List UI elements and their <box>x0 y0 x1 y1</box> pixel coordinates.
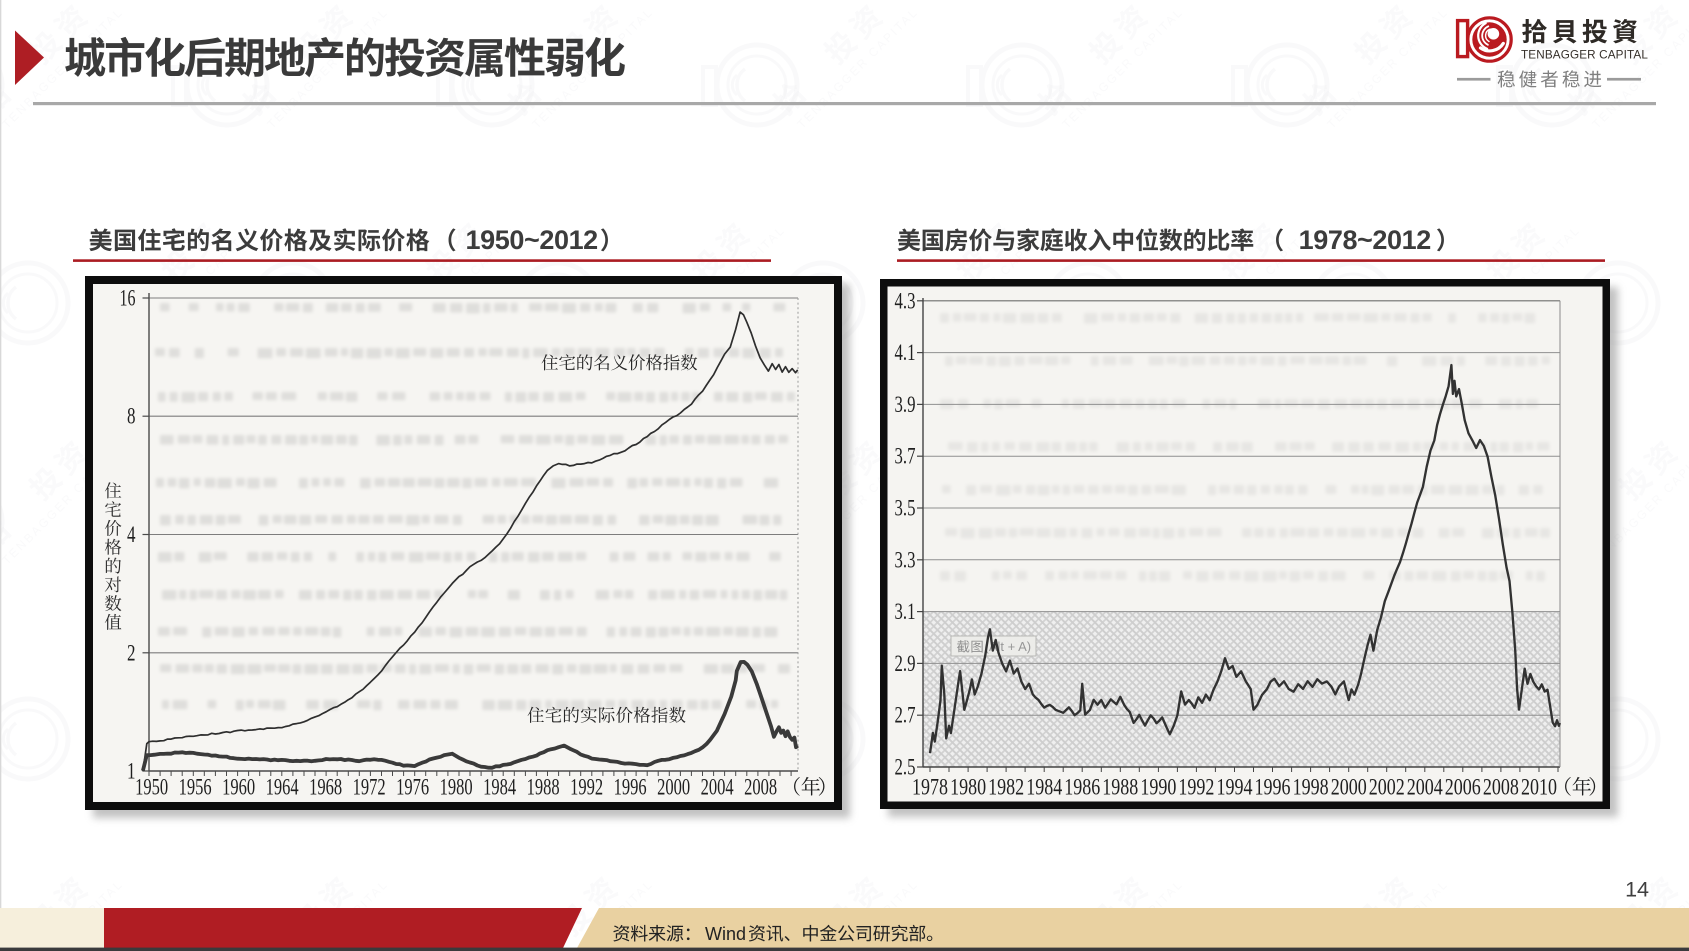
svg-text:4.1: 4.1 <box>895 340 916 365</box>
svg-text:1992: 1992 <box>1178 775 1214 800</box>
svg-text:2004: 2004 <box>701 775 734 800</box>
svg-text:3.5: 3.5 <box>895 496 916 521</box>
svg-text:1988: 1988 <box>1102 775 1138 800</box>
svg-text:2006: 2006 <box>1445 775 1481 800</box>
svg-text:1950: 1950 <box>135 775 168 800</box>
svg-text:3.9: 3.9 <box>895 392 916 417</box>
svg-text:2008: 2008 <box>744 775 777 800</box>
svg-text:14: 14 <box>1625 878 1649 902</box>
svg-text:1994: 1994 <box>1217 775 1253 800</box>
svg-text:1978~2012: 1978~2012 <box>1299 225 1431 255</box>
svg-text:1: 1 <box>127 759 136 784</box>
svg-text:2000: 2000 <box>1331 775 1367 800</box>
svg-text:3.7: 3.7 <box>895 444 916 469</box>
svg-text:3.3: 3.3 <box>895 547 916 572</box>
svg-text:1978: 1978 <box>912 775 948 800</box>
svg-text:1982: 1982 <box>988 775 1024 800</box>
svg-text:2004: 2004 <box>1407 775 1443 800</box>
svg-text:1984: 1984 <box>483 775 516 800</box>
svg-text:1980: 1980 <box>440 775 473 800</box>
svg-text:16: 16 <box>120 286 136 311</box>
svg-text:1956: 1956 <box>179 775 212 800</box>
svg-text:1984: 1984 <box>1026 775 1062 800</box>
svg-text:2: 2 <box>127 640 136 665</box>
svg-text:2008: 2008 <box>1483 775 1519 800</box>
svg-text:1998: 1998 <box>1293 775 1329 800</box>
svg-text:2.5: 2.5 <box>895 755 916 780</box>
svg-text:4: 4 <box>127 522 136 547</box>
svg-text:1972: 1972 <box>353 775 386 800</box>
svg-text:4.3: 4.3 <box>895 288 916 313</box>
svg-text:1968: 1968 <box>309 775 342 800</box>
svg-text:2002: 2002 <box>1369 775 1405 800</box>
svg-text:1964: 1964 <box>266 775 299 800</box>
svg-text:3.1: 3.1 <box>895 599 916 624</box>
svg-text:1996: 1996 <box>614 775 647 800</box>
svg-text:1988: 1988 <box>527 775 560 800</box>
svg-text:1992: 1992 <box>570 775 603 800</box>
svg-text:1986: 1986 <box>1064 775 1100 800</box>
svg-text:TENBAGGER CAPITAL: TENBAGGER CAPITAL <box>1521 49 1648 62</box>
svg-text:1950~2012: 1950~2012 <box>466 225 598 255</box>
svg-text:1996: 1996 <box>1255 775 1291 800</box>
svg-text:2000: 2000 <box>657 775 690 800</box>
svg-text:2.7: 2.7 <box>895 703 916 728</box>
svg-text:1960: 1960 <box>222 775 255 800</box>
svg-text:Wind: Wind <box>705 924 746 944</box>
svg-text:1976: 1976 <box>396 775 429 800</box>
svg-text:2010: 2010 <box>1521 775 1557 800</box>
svg-text:1980: 1980 <box>950 775 986 800</box>
svg-text:1990: 1990 <box>1140 775 1176 800</box>
svg-text:8: 8 <box>127 404 136 429</box>
svg-text:2.9: 2.9 <box>895 651 916 676</box>
